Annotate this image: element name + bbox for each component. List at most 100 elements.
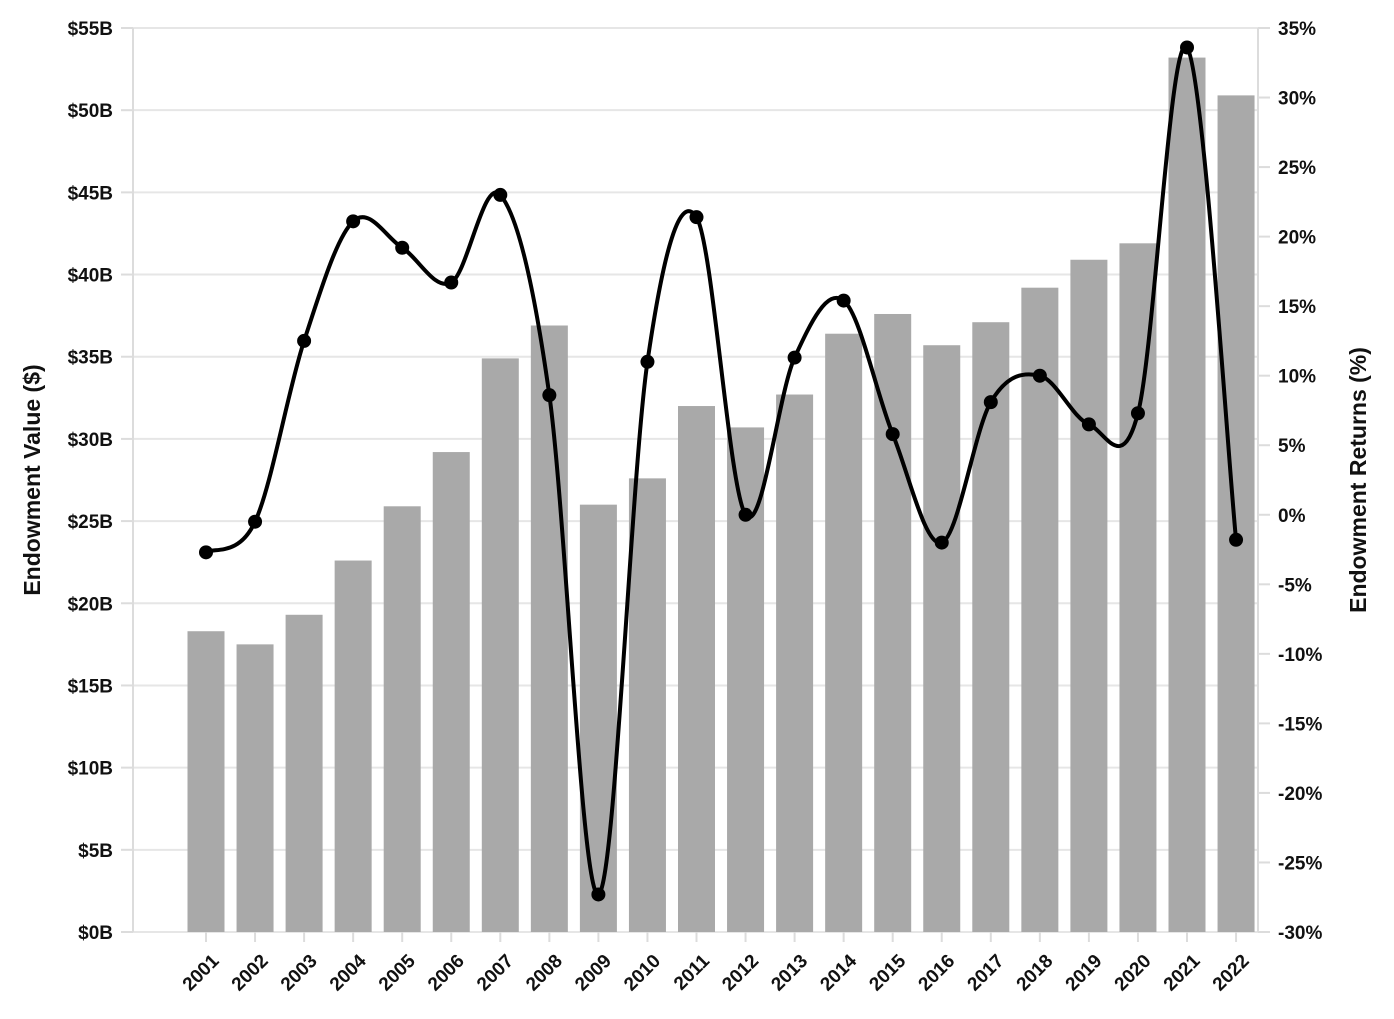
return-point-2003 [297, 333, 312, 348]
return-point-2004 [346, 214, 361, 229]
x-tick-label: 2011 [670, 950, 714, 994]
y2-tick-label: -30% [1278, 923, 1322, 944]
y2-tick-label: -15% [1278, 714, 1322, 735]
return-point-2008 [542, 388, 557, 403]
y2-tick-label: 10% [1278, 367, 1316, 388]
y-tick-label: $45B [68, 183, 113, 204]
y2-tick-label: 35% [1278, 19, 1316, 40]
y-axis-ticks: $0B $5B $10B $15B $20B $25B $30B $35B $40B $45B $5… [68, 19, 133, 944]
x-tick-label: 2003 [277, 951, 322, 996]
bar-2004 [334, 560, 372, 932]
x-tick-label: 2009 [571, 951, 616, 996]
y-tick-label: $30B [68, 430, 113, 451]
x-tick-label: 2017 [964, 951, 1009, 996]
bar-2015 [874, 313, 912, 932]
y2-tick-label: -10% [1278, 645, 1322, 666]
y2-tick-label: 25% [1278, 158, 1316, 179]
bar-2008 [530, 325, 568, 932]
return-point-2011 [689, 210, 704, 225]
x-tick-label: 2019 [1062, 951, 1107, 996]
y2-tick-label: 0% [1278, 506, 1306, 527]
bar-2007 [481, 358, 519, 932]
x-tick-label: 2014 [816, 950, 861, 995]
return-point-2001 [199, 545, 213, 560]
bar-2009 [579, 504, 617, 932]
x-tick-label: 2013 [767, 951, 812, 996]
line-series [199, 40, 1244, 902]
x-tick-label: 2020 [1111, 951, 1156, 996]
x-tick-label: 2021 [1160, 950, 1205, 995]
return-point-2005 [395, 240, 410, 255]
x-tick-label: 2018 [1013, 951, 1058, 996]
bar-2010 [628, 478, 666, 932]
bar-2019 [1070, 259, 1108, 933]
bar-2001 [187, 631, 225, 932]
return-point-2020 [1130, 406, 1145, 421]
return-point-2018 [1032, 368, 1047, 383]
x-tick-label: 2012 [718, 951, 763, 996]
return-point-2017 [983, 395, 998, 410]
return-point-2010 [640, 354, 655, 369]
bar-2014 [825, 333, 863, 932]
x-tick-label: 2016 [915, 951, 960, 996]
x-tick-label: 2004 [326, 950, 371, 995]
returns-line [204, 44, 1239, 897]
return-point-2009 [591, 887, 606, 902]
y-tick-label: $35B [68, 348, 113, 369]
bar-2016 [923, 345, 961, 933]
x-tick-label: 2010 [620, 951, 665, 996]
y-tick-label: $50B [68, 101, 113, 122]
return-point-2007 [493, 187, 508, 202]
return-point-2002 [248, 514, 263, 529]
bar-2003 [285, 614, 323, 932]
return-point-2006 [444, 275, 459, 290]
x-tick-label: 2002 [228, 951, 273, 996]
y-tick-label: $15B [68, 676, 113, 697]
bar-2013 [776, 394, 814, 933]
return-point-2012 [738, 507, 753, 522]
bar-2022 [1217, 95, 1255, 932]
return-point-2014 [836, 293, 851, 308]
y-tick-label: $10B [68, 759, 113, 780]
bar-2018 [1021, 287, 1059, 932]
bar-2017 [972, 322, 1010, 932]
return-point-2022 [1229, 532, 1244, 547]
x-tick-label: 2022 [1209, 951, 1254, 996]
return-point-2015 [885, 427, 900, 442]
bar-series [187, 57, 1255, 933]
bar-2006 [432, 452, 470, 932]
y-tick-label: $25B [68, 512, 113, 533]
y2-tick-label: 5% [1278, 436, 1306, 457]
bar-2005 [383, 506, 421, 932]
x-tick-label: 2005 [375, 950, 420, 995]
x-axis-ticks: 2001 2002 2003 2004 2005 2006 2007 2008 2009 2010… [179, 932, 1254, 995]
y2-tick-label: 15% [1278, 297, 1316, 318]
return-point-2013 [787, 350, 802, 365]
bar-2020 [1119, 243, 1157, 933]
y-tick-label: $5B [78, 841, 113, 862]
return-point-2016 [934, 535, 949, 550]
y2-axis-ticks: -30% -25% -20% -15% -10% -5% 0% 5% 10% 15% 20% 25% 3… [1258, 19, 1322, 944]
y-tick-label: $40B [68, 266, 113, 287]
return-point-2021 [1180, 40, 1194, 55]
y2-tick-label: -5% [1278, 575, 1312, 596]
bar-2002 [236, 644, 274, 932]
y2-axis-title: Endowment Returns (%) [1345, 347, 1371, 613]
bar-2021 [1168, 57, 1206, 933]
bar-2011 [678, 406, 715, 932]
y-tick-label: $55B [68, 19, 113, 40]
y2-tick-label: 30% [1278, 89, 1316, 110]
y-axis-title: Endowment Value ($) [19, 364, 45, 595]
y2-tick-label: 20% [1278, 228, 1316, 249]
y2-tick-label: -25% [1278, 853, 1322, 874]
x-tick-label: 2015 [865, 950, 910, 995]
y2-tick-label: -20% [1278, 784, 1322, 805]
x-tick-label: 2006 [424, 951, 469, 996]
y-tick-label: $20B [68, 594, 113, 615]
x-tick-label: 2007 [473, 951, 518, 996]
axes [132, 28, 1259, 932]
x-tick-label: 2008 [522, 951, 567, 996]
y-tick-label: $0B [78, 923, 113, 944]
return-point-2019 [1081, 417, 1096, 432]
